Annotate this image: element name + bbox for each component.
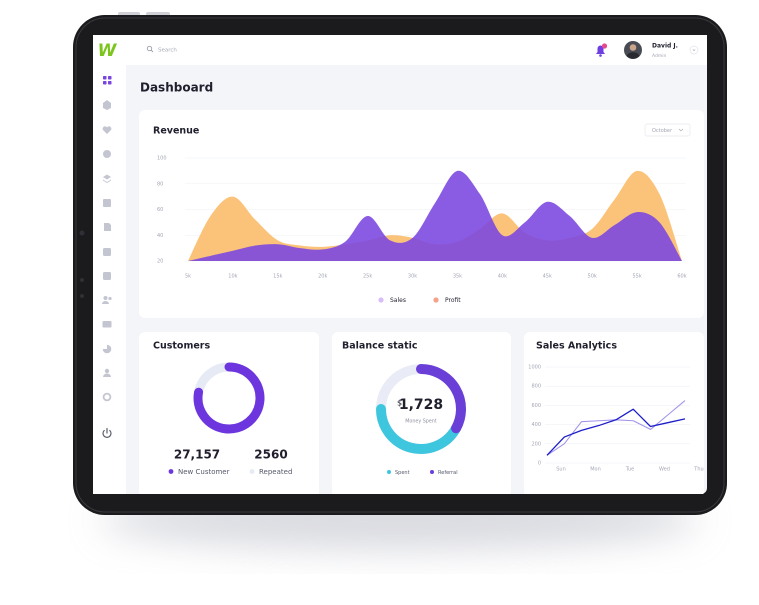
legend-label: Referral <box>438 470 458 476</box>
nav-dashboard[interactable] <box>103 76 112 85</box>
sales-analytics-title: Sales Analytics <box>536 341 617 352</box>
x-tick-label: Mon <box>590 467 601 473</box>
device-sensor <box>80 278 84 282</box>
nav-clipboard[interactable] <box>103 272 111 280</box>
y-tick-label: 1000 <box>528 365 541 371</box>
center-value: 1,728 <box>399 397 443 413</box>
x-tick-label: 10k <box>228 274 237 280</box>
nav-calendar[interactable] <box>103 248 111 256</box>
legend-marker <box>168 469 174 474</box>
nav-reports[interactable] <box>102 344 112 354</box>
device-sensor <box>80 294 84 298</box>
customers-title: Customers <box>153 341 210 352</box>
y-tick-label: 400 <box>531 422 541 428</box>
x-tick-label: Wed <box>659 467 670 473</box>
stat-value: 2560 <box>254 448 287 462</box>
nav-favorites[interactable] <box>102 126 112 134</box>
revenue-card <box>139 110 704 318</box>
device-camera <box>79 230 85 236</box>
x-tick-label: 25k <box>363 274 372 280</box>
notification-bell[interactable] <box>596 43 608 57</box>
area-sales <box>188 170 682 261</box>
nav-logout[interactable] <box>102 427 112 438</box>
x-tick-label: Sun <box>556 467 566 473</box>
nav-profile[interactable] <box>103 368 111 377</box>
currency-symbol: $ <box>397 399 402 408</box>
x-tick-label: 55k <box>632 274 641 280</box>
y-tick-label: 600 <box>531 403 541 409</box>
x-tick-label: 15k <box>273 274 282 280</box>
donut-segment <box>416 364 466 434</box>
notification-badge <box>601 43 608 49</box>
legend-marker <box>433 297 439 303</box>
y-tick-label: 100 <box>157 156 167 162</box>
x-tick-label: 45k <box>543 274 552 280</box>
x-tick-label: 30k <box>408 274 417 280</box>
page-title: Dashboard <box>140 81 213 95</box>
x-tick-label: Thu <box>693 467 703 473</box>
legend-label: Sales <box>390 297 406 304</box>
month-dropdown-label: October <box>652 128 673 134</box>
nav-layers[interactable] <box>103 174 111 184</box>
x-tick-label: 35k <box>453 274 462 280</box>
center-label: Money Spent <box>405 419 437 425</box>
brand-logo: W <box>98 41 118 61</box>
nav-wallet[interactable] <box>102 321 112 328</box>
nav-box[interactable] <box>103 100 111 110</box>
x-tick-label: 20k <box>318 274 327 280</box>
donut-segment <box>376 404 462 454</box>
legend-label: Profit <box>445 297 461 304</box>
x-tick-label: 60k <box>677 274 686 280</box>
legend-label: Repeated <box>259 468 292 476</box>
user-name: David J. <box>652 43 678 50</box>
nav-messages[interactable] <box>103 150 111 158</box>
sales-analytics-card <box>524 332 704 497</box>
x-tick-label: Tue <box>625 467 635 473</box>
stat-value: 27,157 <box>174 448 220 462</box>
y-tick-label: 20 <box>157 259 163 265</box>
y-tick-label: 80 <box>157 181 163 187</box>
screen-edge <box>93 494 707 498</box>
plots: 20 40 60 80 100 5k 10k 15k 20k 25k 30k 35k 40k 45k 50k… <box>157 156 704 477</box>
y-tick-label: 800 <box>531 384 541 390</box>
user-avatar[interactable] <box>624 41 642 59</box>
user-role: Admin <box>652 53 666 59</box>
y-tick-label: 60 <box>157 207 163 213</box>
month-dropdown[interactable]: October <box>644 123 691 137</box>
customers-card <box>139 332 319 497</box>
nav-settings[interactable] <box>102 392 112 402</box>
nav-layout[interactable] <box>103 199 111 207</box>
revenue-title: Revenue <box>153 126 199 137</box>
top-bar <box>126 35 707 65</box>
sidebar <box>93 35 126 494</box>
y-tick-label: 0 <box>538 461 541 467</box>
x-tick-label: 5k <box>185 274 191 280</box>
legend-marker <box>249 469 255 474</box>
sidebar-icons <box>102 76 112 438</box>
user-menu-toggle[interactable] <box>689 45 699 55</box>
nav-document[interactable] <box>104 223 111 231</box>
donut-segment <box>193 362 265 434</box>
legend-marker <box>378 297 384 303</box>
nav-users[interactable] <box>102 296 112 304</box>
legend-marker <box>430 470 434 474</box>
device-bezel <box>75 17 725 513</box>
y-tick-label: 40 <box>157 233 163 239</box>
line-series <box>546 408 686 456</box>
x-tick-label: 40k <box>498 274 507 280</box>
legend-label: New Customer <box>178 468 230 476</box>
y-tick-label: 200 <box>531 441 541 447</box>
legend-marker <box>387 470 391 474</box>
search-box[interactable]: Search <box>146 45 177 54</box>
legend-label: Spent <box>395 470 410 476</box>
x-tick-label: 50k <box>588 274 597 280</box>
balance-title: Balance static <box>342 341 418 352</box>
search-placeholder: Search <box>158 48 177 54</box>
balance-card <box>332 332 511 497</box>
